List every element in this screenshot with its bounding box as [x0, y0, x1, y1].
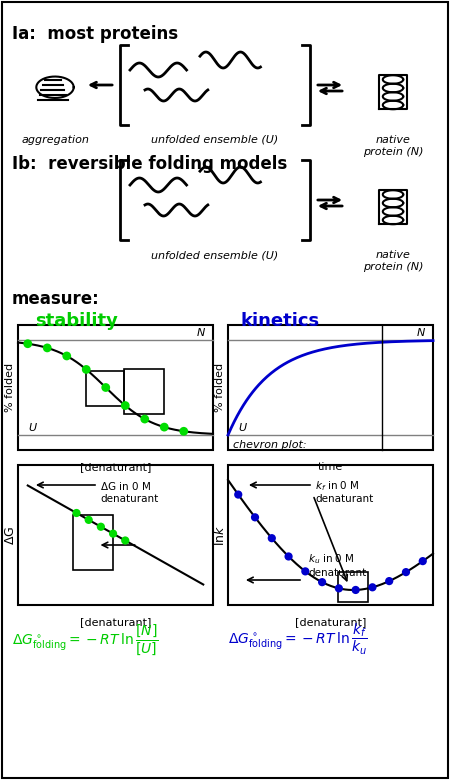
Text: N: N — [417, 328, 425, 338]
Text: native
protein (N): native protein (N) — [363, 250, 423, 271]
Point — [97, 520, 104, 533]
Point — [180, 425, 187, 438]
Text: % folded: % folded — [5, 363, 15, 412]
Text: N: N — [197, 328, 205, 338]
Point — [73, 507, 80, 519]
Text: stability: stability — [35, 312, 118, 330]
Point — [122, 534, 129, 547]
Text: $\Delta G^\circ_{\rm folding} = -RT\,\ln\dfrac{k_f}{k_u}$: $\Delta G^\circ_{\rm folding} = -RT\,\ln… — [228, 622, 368, 657]
Point — [141, 413, 149, 425]
Point — [24, 338, 32, 350]
Point — [268, 532, 275, 544]
Point — [302, 566, 309, 578]
Text: [denaturant]: [denaturant] — [80, 617, 151, 627]
Text: $\Delta$G: $\Delta$G — [4, 526, 17, 544]
Point — [44, 342, 51, 354]
Bar — [86, 371, 124, 406]
Point — [234, 488, 242, 501]
Point — [419, 555, 426, 567]
Bar — [18, 325, 213, 450]
Text: $\Delta G^\circ_{\rm folding} = -RT\,\ln\dfrac{[N]}{[U]}$: $\Delta G^\circ_{\rm folding} = -RT\,\ln… — [12, 622, 158, 657]
Bar — [228, 465, 433, 605]
Text: unfolded ensemble (U): unfolded ensemble (U) — [151, 135, 279, 145]
Point — [85, 514, 92, 526]
Text: % folded: % folded — [215, 363, 225, 412]
Point — [319, 576, 326, 588]
Point — [285, 550, 292, 562]
Text: chevron plot:: chevron plot: — [233, 440, 306, 450]
Point — [386, 575, 393, 587]
Bar — [72, 515, 112, 570]
Text: [denaturant]: [denaturant] — [295, 617, 366, 627]
Point — [161, 421, 168, 434]
Text: Ib:  reversible folding models: Ib: reversible folding models — [12, 155, 287, 173]
Point — [102, 381, 109, 394]
Text: $k_f$ in 0 M
denaturant: $k_f$ in 0 M denaturant — [315, 479, 373, 505]
Point — [252, 511, 259, 523]
Text: aggregation: aggregation — [21, 135, 89, 145]
Text: kinetics: kinetics — [240, 312, 319, 330]
Text: measure:: measure: — [12, 290, 100, 308]
Point — [335, 582, 342, 594]
Point — [83, 363, 90, 376]
Point — [402, 566, 410, 578]
Point — [63, 349, 70, 362]
Text: U: U — [238, 423, 246, 433]
Text: U: U — [28, 423, 36, 433]
Bar — [124, 369, 164, 414]
Text: $\Delta$G in 0 M
denaturant: $\Delta$G in 0 M denaturant — [100, 480, 158, 504]
Point — [352, 583, 359, 596]
Text: Ia:  most proteins: Ia: most proteins — [12, 25, 178, 43]
Point — [369, 581, 376, 594]
Text: native
protein (N): native protein (N) — [363, 135, 423, 157]
Bar — [18, 465, 213, 605]
Text: unfolded ensemble (U): unfolded ensemble (U) — [151, 250, 279, 260]
Text: ln$k$: ln$k$ — [213, 524, 227, 545]
Text: $k_u$ in 0 M
denaturant: $k_u$ in 0 M denaturant — [308, 552, 366, 578]
Point — [109, 527, 117, 540]
Bar — [338, 572, 369, 602]
Bar — [228, 325, 433, 450]
Text: [denaturant]: [denaturant] — [80, 462, 151, 472]
Text: time: time — [318, 462, 343, 472]
Point — [122, 399, 129, 412]
